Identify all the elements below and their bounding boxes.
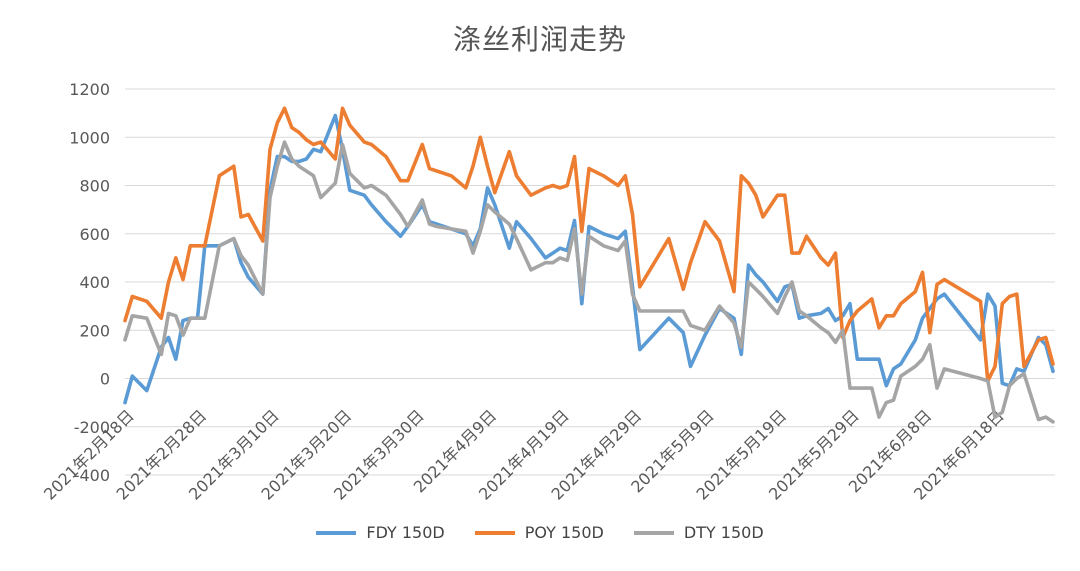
y-tick-label: 400 <box>79 273 110 292</box>
legend-item: FDY 150D <box>316 523 445 542</box>
series-line <box>123 140 1055 424</box>
legend-label: DTY 150D <box>683 523 764 542</box>
legend-label: POY 150D <box>524 523 604 542</box>
y-tick-label: 0 <box>100 370 110 389</box>
legend-label: FDY 150D <box>366 523 445 542</box>
line-chart-plot: 1200 1000 800 600 400 200 0 -200 -400 2021年2月18日… <box>40 80 1055 504</box>
x-axis: 2021年2月18日2021年2月28日2021年3月10日2021年3月20日… <box>40 406 1008 504</box>
y-tick-label: 200 <box>79 321 110 340</box>
series-line <box>123 106 1055 383</box>
y-tick-label: 1000 <box>69 128 110 147</box>
chart-title: 涤丝利润走势 <box>452 23 627 56</box>
legend-swatch <box>474 530 515 535</box>
y-tick-label: 600 <box>79 225 110 244</box>
y-tick-label: -400 <box>74 466 110 485</box>
legend-swatch <box>633 530 674 535</box>
y-axis: 1200 1000 800 600 400 200 0 -200 -400 <box>69 80 110 485</box>
y-tick-label: -200 <box>74 418 110 437</box>
legend: FDY 150D POY 150D DTY 150D <box>0 523 1080 542</box>
legend-swatch <box>316 530 357 535</box>
series-lines <box>123 106 1055 424</box>
y-tick-label: 1200 <box>69 80 110 99</box>
y-tick-label: 800 <box>79 177 110 196</box>
legend-item: DTY 150D <box>633 523 764 542</box>
legend-item: POY 150D <box>474 523 604 542</box>
